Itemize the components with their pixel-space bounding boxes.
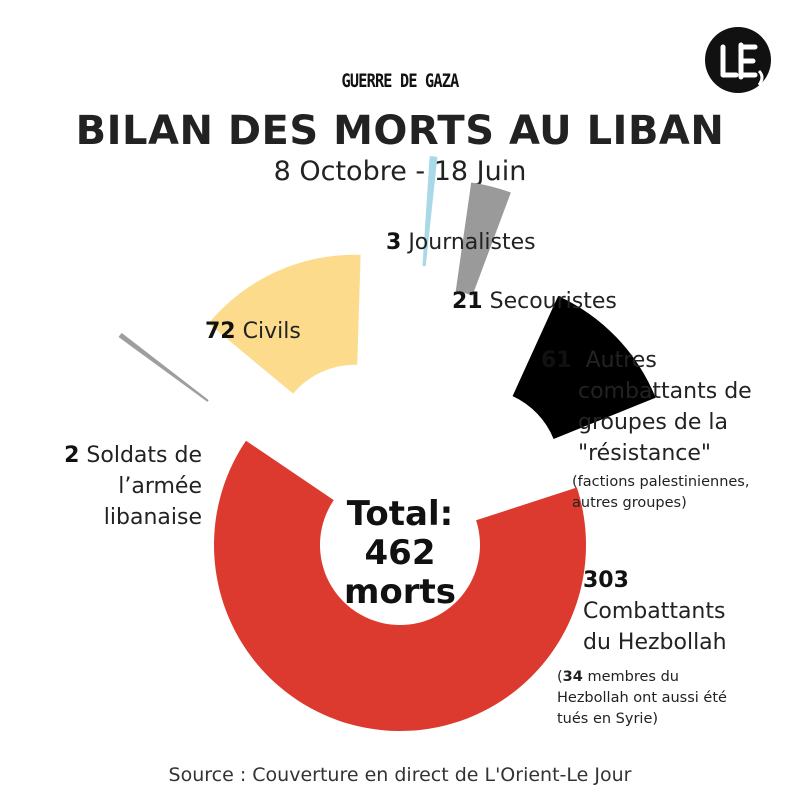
text-autres-4: "résistance" xyxy=(578,441,712,466)
total-line-3: morts xyxy=(343,572,457,612)
text-soldats-1: Soldats de xyxy=(86,443,202,468)
note-autres-1: (factions palestiniennes, xyxy=(572,474,750,490)
text-journalistes: Journalistes xyxy=(408,230,536,255)
value-autres: 61 xyxy=(541,348,572,373)
slice-civils xyxy=(208,254,361,394)
slice-secouristes xyxy=(455,182,511,296)
label-secouristes: 21 Secouristes xyxy=(452,286,617,317)
note-hezbollah-3: tués en Syrie) xyxy=(557,711,659,727)
text-hezbollah-1: Combattants xyxy=(583,599,726,624)
text-secouristes: Secouristes xyxy=(489,289,617,314)
text-autres-1: Autres xyxy=(585,348,657,373)
note-hezbollah-open: ( xyxy=(557,669,563,685)
value-hezbollah: 303 xyxy=(583,568,629,593)
text-autres-2: combattants de xyxy=(578,379,752,404)
total-center-label: Total: 462 morts xyxy=(320,495,480,612)
text-soldats-2: l’armée xyxy=(118,474,202,499)
label-autres: 61 Autres xyxy=(541,345,657,376)
lorient-le-jour-logo-icon xyxy=(705,27,771,93)
note-autres: (factions palestiniennes, autres groupes… xyxy=(572,472,749,514)
slice-soldats xyxy=(118,332,209,402)
label-soldats: 2 Soldats de l’armée libanaise xyxy=(40,440,202,533)
value-journalistes: 3 xyxy=(386,230,402,255)
text-autres-3: groupes de la xyxy=(578,410,728,435)
kicker-label: GUERRE DE GAZA xyxy=(341,70,460,92)
text-civils: Civils xyxy=(242,319,301,344)
value-soldats: 2 xyxy=(64,443,80,468)
note-autres-2: autres groupes) xyxy=(572,495,687,511)
note-hezbollah-value: 34 xyxy=(562,669,583,685)
slice-hezbollah xyxy=(213,440,587,731)
label-autres-cont: combattants de groupes de la "résistance… xyxy=(578,376,752,469)
slice-journalistes xyxy=(422,156,438,267)
label-hezbollah: 303 Combattants du Hezbollah xyxy=(583,565,727,658)
text-soldats-3: libanaise xyxy=(103,505,202,530)
note-hezbollah-2: Hezbollah ont aussi été xyxy=(557,690,727,706)
value-secouristes: 21 xyxy=(452,289,483,314)
note-hezbollah-1: membres du xyxy=(582,669,679,685)
date-range-subtitle: 8 Octobre - 18 Juin xyxy=(273,156,527,187)
label-civils: 72 Civils xyxy=(205,316,301,347)
note-hezbollah: (34 membres du Hezbollah ont aussi été t… xyxy=(557,667,727,730)
total-value: 462 xyxy=(364,533,436,573)
source-footer: Source : Couverture en direct de L'Orien… xyxy=(168,764,632,786)
total-line-1: Total: xyxy=(346,494,454,534)
text-hezbollah-2: du Hezbollah xyxy=(583,630,727,655)
value-civils: 72 xyxy=(205,319,236,344)
label-journalistes: 3 Journalistes xyxy=(386,227,536,258)
slice-autres xyxy=(512,295,656,439)
page-title: BILAN DES MORTS AU LIBAN xyxy=(75,108,725,154)
